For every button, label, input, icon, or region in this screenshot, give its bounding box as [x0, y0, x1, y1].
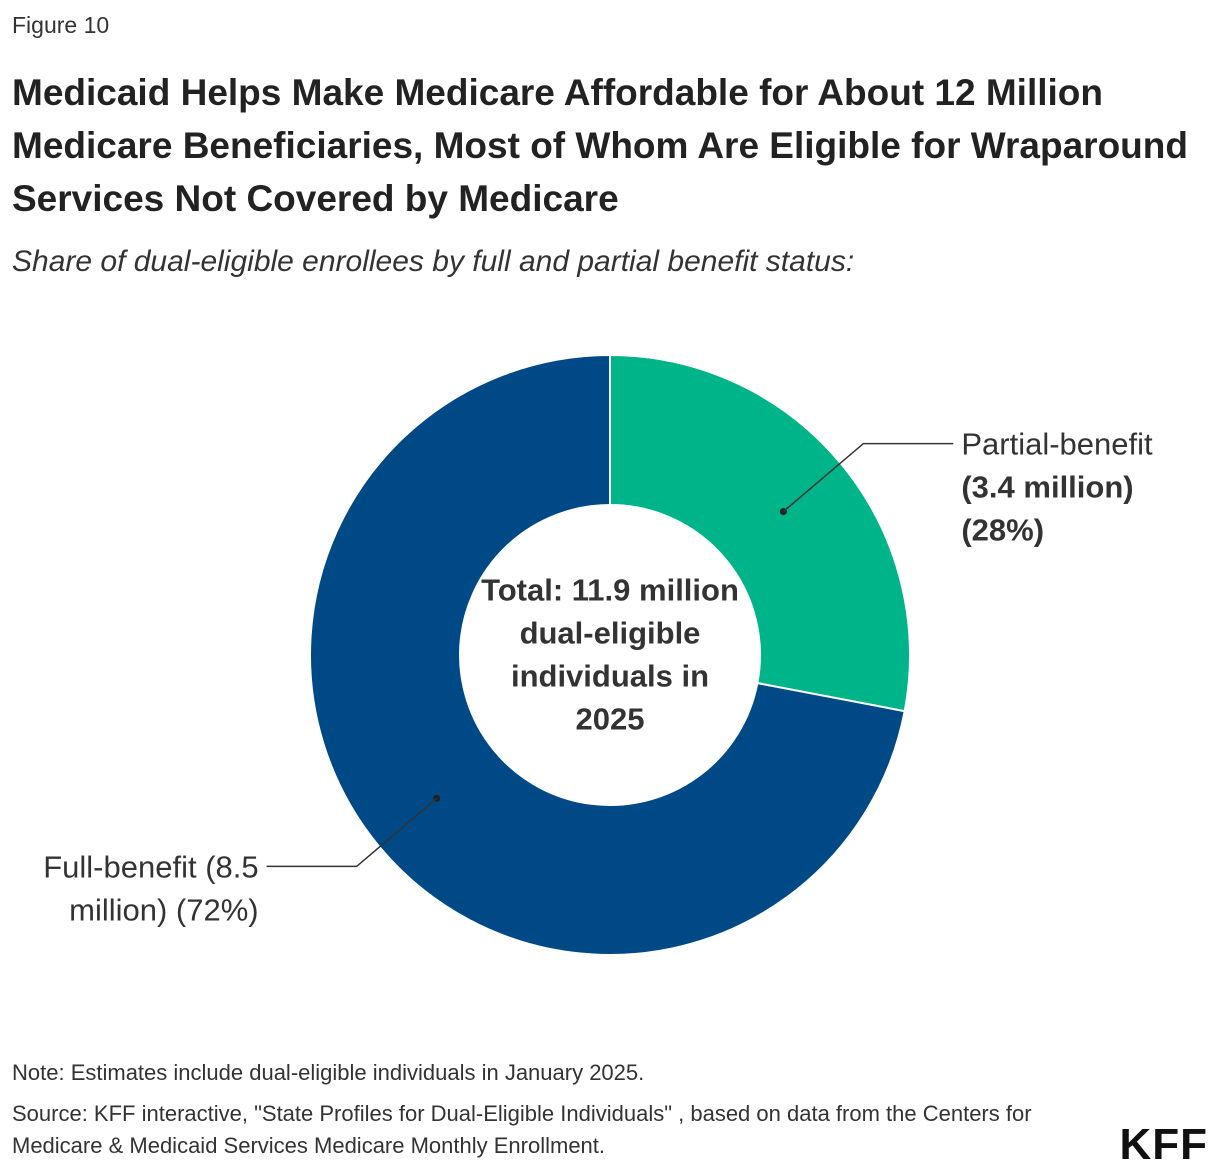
leader-line-full-benefit — [266, 797, 438, 868]
slice-label-partial-benefit: (28%) — [961, 513, 1044, 548]
footnote-note: Note: Estimates include dual-eligible in… — [12, 1060, 645, 1085]
slice-label-partial-benefit: (3.4 million) — [961, 470, 1133, 505]
center-label-line: individuals in — [511, 659, 709, 694]
figure-label: Figure 10 — [12, 12, 110, 38]
chart-subtitle: Share of dual-eligible enrollees by full… — [12, 245, 855, 278]
center-label-line: dual-eligible — [520, 616, 701, 651]
slice-label-full-benefit: Full-benefit (8.5 — [43, 849, 258, 884]
leader-line-partial-benefit — [782, 442, 954, 513]
footnote-source: Source: KFF interactive, "State Profiles… — [12, 1101, 1032, 1158]
slice-label-partial-benefit: Partial-benefit — [961, 427, 1153, 462]
slice-partial-benefit — [609, 353, 911, 713]
slice-label-full-benefit: million) (72%) — [69, 892, 258, 927]
slice-full-benefit — [309, 353, 906, 956]
kff-logo: KFF — [1119, 1120, 1208, 1169]
center-label-line: 2025 — [576, 702, 645, 737]
chart-title: Medicaid Helps Make Medicare Affordable … — [12, 72, 1188, 219]
center-label-line: Total: 11.9 million — [481, 573, 739, 608]
